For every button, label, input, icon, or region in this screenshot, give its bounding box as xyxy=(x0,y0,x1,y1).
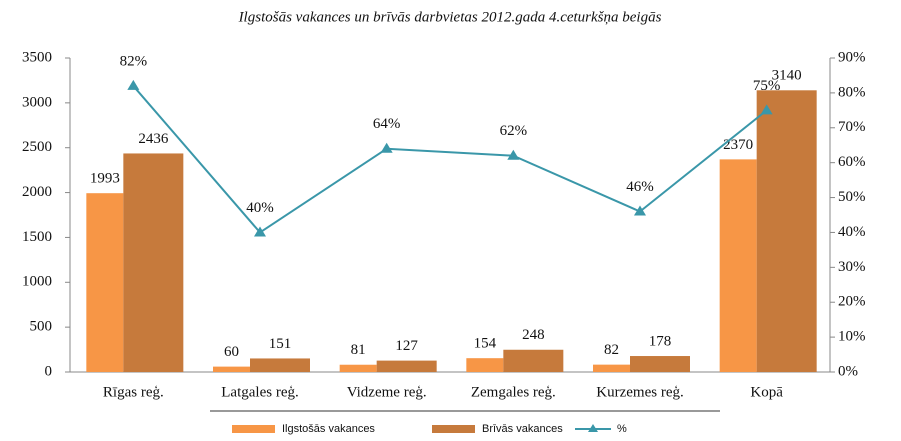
legend-marker xyxy=(588,424,598,432)
bar xyxy=(339,364,377,372)
marker xyxy=(634,205,646,216)
bar xyxy=(250,358,310,372)
line-label: 82% xyxy=(120,53,148,69)
y-tick-label: 2500 xyxy=(22,139,52,155)
bar-label: 3140 xyxy=(772,68,802,84)
x-tick-label: Zemgales reģ. xyxy=(471,384,556,400)
bar-label: 2436 xyxy=(138,131,169,147)
y-tick-label: 500 xyxy=(30,319,53,335)
y2-tick-label: 80% xyxy=(838,84,866,100)
y2-tick-label: 50% xyxy=(838,189,866,205)
x-tick-label: Kopā xyxy=(750,384,783,400)
y2-tick-label: 20% xyxy=(838,294,866,310)
line-label: 46% xyxy=(626,179,654,195)
y2-tick-label: 10% xyxy=(838,329,866,345)
x-tick-label: Vidzeme reģ. xyxy=(347,384,427,400)
marker xyxy=(760,104,773,115)
y2-tick-label: 60% xyxy=(838,154,866,170)
x-tick-label: Latgales reģ. xyxy=(221,384,298,400)
bar-label: 127 xyxy=(395,338,418,354)
bar-label: 2370 xyxy=(723,137,753,153)
x-tick-label: Rīgas reģ. xyxy=(103,384,164,400)
line-label: 62% xyxy=(500,123,528,139)
marker xyxy=(127,79,140,90)
line-label: 64% xyxy=(373,116,401,132)
y-tick-label: 1000 xyxy=(22,274,52,290)
marker xyxy=(507,149,520,160)
y2-tick-label: 70% xyxy=(838,119,866,135)
bar xyxy=(719,159,757,372)
y2-tick-label: 90% xyxy=(838,49,866,65)
bar xyxy=(123,153,184,372)
y-tick-label: 3000 xyxy=(22,94,52,110)
bar-label: 82 xyxy=(604,342,619,358)
y2-tick-label: 0% xyxy=(838,363,858,379)
x-tick-label: Kurzemes reģ. xyxy=(596,384,683,400)
y2-tick-label: 40% xyxy=(838,224,866,240)
line xyxy=(132,85,768,234)
bar xyxy=(376,360,437,372)
bar xyxy=(466,358,504,372)
bar-label: 178 xyxy=(649,333,672,349)
y-tick-label: 0 xyxy=(45,363,53,379)
legend-swatch xyxy=(232,425,275,433)
bar-label: 151 xyxy=(269,336,292,352)
y2-tick-label: 30% xyxy=(838,259,866,275)
y-tick-label: 2000 xyxy=(22,184,52,200)
bar-label: 81 xyxy=(351,342,366,358)
legend-swatch xyxy=(432,425,475,433)
bar-label: 154 xyxy=(474,336,497,352)
y-tick-label: 3500 xyxy=(22,49,52,65)
chart-title: Ilgstošās vakances un brīvās darbvietas … xyxy=(238,9,662,25)
marker xyxy=(254,226,266,237)
bar xyxy=(86,193,124,372)
legend-label: Brīvās vakances xyxy=(482,423,563,435)
bar xyxy=(503,349,564,372)
bar xyxy=(630,356,690,372)
bar-label: 1993 xyxy=(90,171,120,187)
legend-label: Ilgstošās vakances xyxy=(282,423,375,435)
legend-label: % xyxy=(617,423,627,435)
marker xyxy=(380,142,393,153)
bar xyxy=(213,366,250,372)
line-label: 40% xyxy=(246,200,274,216)
y-tick-label: 1500 xyxy=(22,229,52,245)
line-label: 75% xyxy=(753,78,781,94)
bar xyxy=(756,90,817,372)
bar-label: 60 xyxy=(224,344,239,360)
bar-label: 248 xyxy=(522,327,545,343)
bar xyxy=(593,364,630,372)
